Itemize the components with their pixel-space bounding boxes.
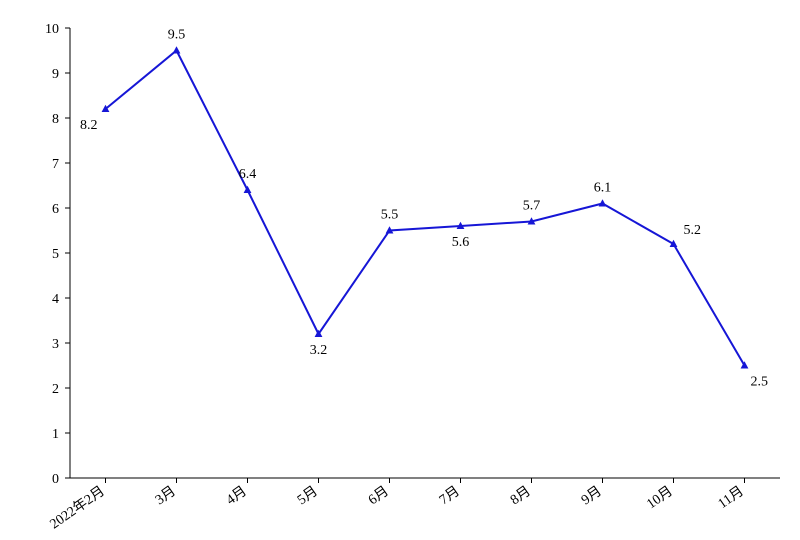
- x-tick-label: 8月: [507, 483, 533, 508]
- y-tick-label: 1: [52, 427, 59, 442]
- data-label: 2.5: [751, 375, 769, 390]
- data-label: 8.2: [80, 118, 98, 133]
- x-tick-label: 3月: [152, 483, 178, 508]
- y-tick-label: 3: [52, 337, 59, 352]
- data-marker: [244, 186, 252, 193]
- data-label: 5.7: [523, 199, 541, 214]
- y-tick-label: 5: [52, 247, 59, 262]
- chart-svg: 0 1 2 3 4 5 6 7 8 9 10 2022年2月 3月 4月 5月 6月 7月 8月 9月 10月 11月 8…: [0, 0, 800, 540]
- data-label: 5.6: [452, 235, 470, 250]
- x-tick-label: 5月: [294, 483, 320, 508]
- x-tick-label: 7月: [436, 483, 462, 508]
- y-tick-label: 2: [52, 382, 59, 397]
- data-label: 9.5: [168, 28, 186, 43]
- y-tick-label: 9: [52, 67, 59, 82]
- line-chart: 0 1 2 3 4 5 6 7 8 9 10 2022年2月 3月 4月 5月 6月 7月 8月 9月 10月 11月 8…: [0, 0, 800, 540]
- data-label: 5.2: [684, 223, 702, 238]
- y-tick-label: 7: [52, 157, 59, 172]
- data-label: 6.4: [239, 167, 257, 182]
- data-marker: [599, 199, 607, 206]
- data-label: 3.2: [310, 343, 328, 358]
- x-tick-label: 4月: [223, 483, 249, 508]
- y-tick-label: 0: [52, 472, 59, 487]
- x-tick-label: 10月: [644, 483, 676, 512]
- y-tick-label: 8: [52, 112, 59, 127]
- x-tick-label: 11月: [715, 483, 747, 512]
- data-label: 6.1: [594, 181, 612, 196]
- y-tick-label: 6: [52, 202, 59, 217]
- y-tick-label: 10: [45, 22, 59, 37]
- data-label: 5.5: [381, 208, 399, 223]
- series-line: [106, 51, 745, 366]
- x-tick-label: 2022年2月: [47, 483, 108, 532]
- x-tick-label: 6月: [365, 483, 391, 508]
- x-tick-label: 9月: [578, 483, 604, 508]
- data-marker: [173, 46, 181, 53]
- y-tick-label: 4: [52, 292, 59, 307]
